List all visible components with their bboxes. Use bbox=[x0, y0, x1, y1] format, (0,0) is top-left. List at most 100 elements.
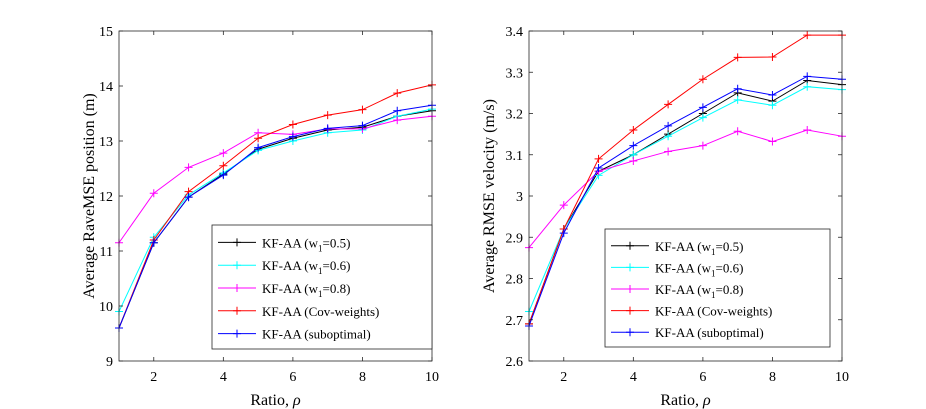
data-point bbox=[768, 52, 777, 61]
y-tick-label: 10 bbox=[99, 300, 113, 315]
legend: KF-AA (w1=0.5) KF-AA (w1=0.6) KF-AA (w1=0.… bbox=[604, 228, 831, 348]
data-point bbox=[219, 161, 228, 170]
y-tick-label: 11 bbox=[100, 245, 113, 260]
legend-label-main: KF-AA (w bbox=[262, 281, 319, 296]
legend-box bbox=[211, 224, 433, 350]
y-tick-label: 3.4 bbox=[506, 25, 524, 40]
x-tick-label: 10 bbox=[425, 370, 439, 385]
y-tick-label: 3.3 bbox=[506, 66, 524, 81]
data-point bbox=[803, 82, 812, 91]
y-tick-label: 13 bbox=[99, 135, 113, 150]
legend-label-sub: 1 bbox=[318, 243, 323, 253]
data-point bbox=[768, 101, 777, 110]
legend-label-main: KF-AA (w bbox=[655, 239, 712, 254]
y-tick-label: 12 bbox=[99, 190, 113, 205]
legend-marker bbox=[626, 328, 634, 337]
data-point bbox=[559, 201, 568, 210]
legend-item: KF-AA (w1=0.8) bbox=[218, 281, 350, 299]
data-point bbox=[733, 95, 742, 104]
data-point bbox=[149, 238, 158, 247]
y-tick-label: 3.1 bbox=[506, 149, 524, 164]
x-axis-label-text: Ratio, bbox=[660, 392, 703, 409]
legend-label: KF-AA (w1=0.5) bbox=[262, 235, 350, 253]
data-point bbox=[803, 72, 812, 81]
legend-label: KF-AA (w1=0.5) bbox=[655, 239, 743, 257]
x-axis-label-symbol: ρ bbox=[702, 392, 711, 409]
data-point bbox=[698, 141, 707, 150]
legend-label: KF-AA (w1=0.8) bbox=[655, 282, 743, 300]
data-point bbox=[149, 189, 158, 198]
legend-marker bbox=[233, 238, 241, 247]
legend-marker bbox=[626, 241, 634, 250]
legend-label: KF-AA (w1=0.8) bbox=[262, 281, 350, 299]
y-tick-label: 9 bbox=[106, 355, 113, 370]
series-line bbox=[528, 75, 843, 327]
legend-item: KF-AA (suboptimal) bbox=[218, 327, 371, 342]
data-point bbox=[698, 113, 707, 122]
x-tick-label: 4 bbox=[220, 370, 227, 385]
data-point bbox=[768, 137, 777, 146]
data-point bbox=[629, 156, 638, 165]
data-point bbox=[768, 90, 777, 99]
y-axis-label: Average RaveMSE position (m) bbox=[81, 93, 98, 298]
data-point bbox=[219, 149, 228, 158]
data-point bbox=[323, 111, 332, 120]
x-tick-label: 4 bbox=[630, 370, 637, 385]
data-point bbox=[629, 141, 638, 150]
data-point bbox=[323, 124, 332, 133]
data-point bbox=[664, 132, 673, 141]
x-tick-label: 2 bbox=[150, 370, 157, 385]
y-tick-label: 15 bbox=[99, 25, 113, 40]
legend: KF-AA (w1=0.5)KF-AA (w1=0.6)KF-AA (w1=0.… bbox=[211, 224, 433, 350]
data-point bbox=[698, 103, 707, 112]
x-tick-label: 6 bbox=[699, 370, 706, 385]
data-point bbox=[393, 106, 402, 115]
legend-box bbox=[604, 228, 831, 348]
data-point bbox=[594, 154, 603, 163]
data-point bbox=[594, 163, 603, 172]
legend-label-sub: 1 bbox=[711, 268, 716, 278]
data-point bbox=[393, 89, 402, 98]
data-point bbox=[664, 147, 673, 156]
legend-label-tail: =0.5) bbox=[322, 235, 350, 250]
legend-marker bbox=[233, 284, 241, 292]
legend-item: KF-AA (w1=0.6) bbox=[218, 258, 350, 276]
legend-marker bbox=[233, 306, 241, 315]
legend-label-sub: 1 bbox=[711, 290, 716, 300]
legend-label-main: KF-AA (w bbox=[655, 282, 712, 297]
legend-label-tail: =0.6) bbox=[322, 258, 350, 273]
legend-label: KF-AA (Cov-weights) bbox=[655, 304, 772, 319]
series-line bbox=[118, 84, 433, 329]
data-point bbox=[393, 116, 402, 125]
data-point bbox=[733, 84, 742, 93]
legend-item: KF-AA (Cov-weights) bbox=[611, 304, 772, 319]
legend-item: KF-AA (suboptimal) bbox=[611, 325, 764, 340]
data-point bbox=[664, 121, 673, 130]
legend-label-main: KF-AA (w bbox=[262, 235, 319, 250]
y-tick-label: 2.9 bbox=[506, 231, 524, 246]
legend-label-main: KF-AA (w bbox=[655, 260, 712, 275]
series-line bbox=[118, 104, 433, 329]
x-axis-label-text: Ratio, bbox=[250, 392, 293, 409]
legend-label-main: KF-AA (suboptimal) bbox=[655, 325, 764, 340]
series-line bbox=[118, 115, 433, 244]
data-point bbox=[664, 100, 673, 109]
x-tick-label: 8 bbox=[359, 370, 366, 385]
legend-marker bbox=[626, 263, 634, 272]
legend-item: KF-AA (w1=0.8) bbox=[611, 282, 743, 300]
legend-label-sub: 1 bbox=[318, 289, 323, 299]
x-tick-label: 8 bbox=[769, 370, 776, 385]
y-tick-label: 3.2 bbox=[506, 108, 524, 123]
legend-item: KF-AA (w1=0.6) bbox=[611, 260, 743, 278]
data-point bbox=[358, 105, 367, 114]
y-tick-label: 14 bbox=[99, 80, 113, 95]
data-point bbox=[184, 163, 193, 172]
series-kf-aa-suboptimal- bbox=[115, 101, 436, 332]
legend-label: KF-AA (suboptimal) bbox=[262, 327, 371, 342]
legend-item: KF-AA (w1=0.5) bbox=[218, 235, 350, 253]
legend-label: KF-AA (w1=0.6) bbox=[262, 258, 350, 276]
legend-label-main: KF-AA (Cov-weights) bbox=[262, 304, 379, 319]
data-point bbox=[629, 126, 638, 134]
